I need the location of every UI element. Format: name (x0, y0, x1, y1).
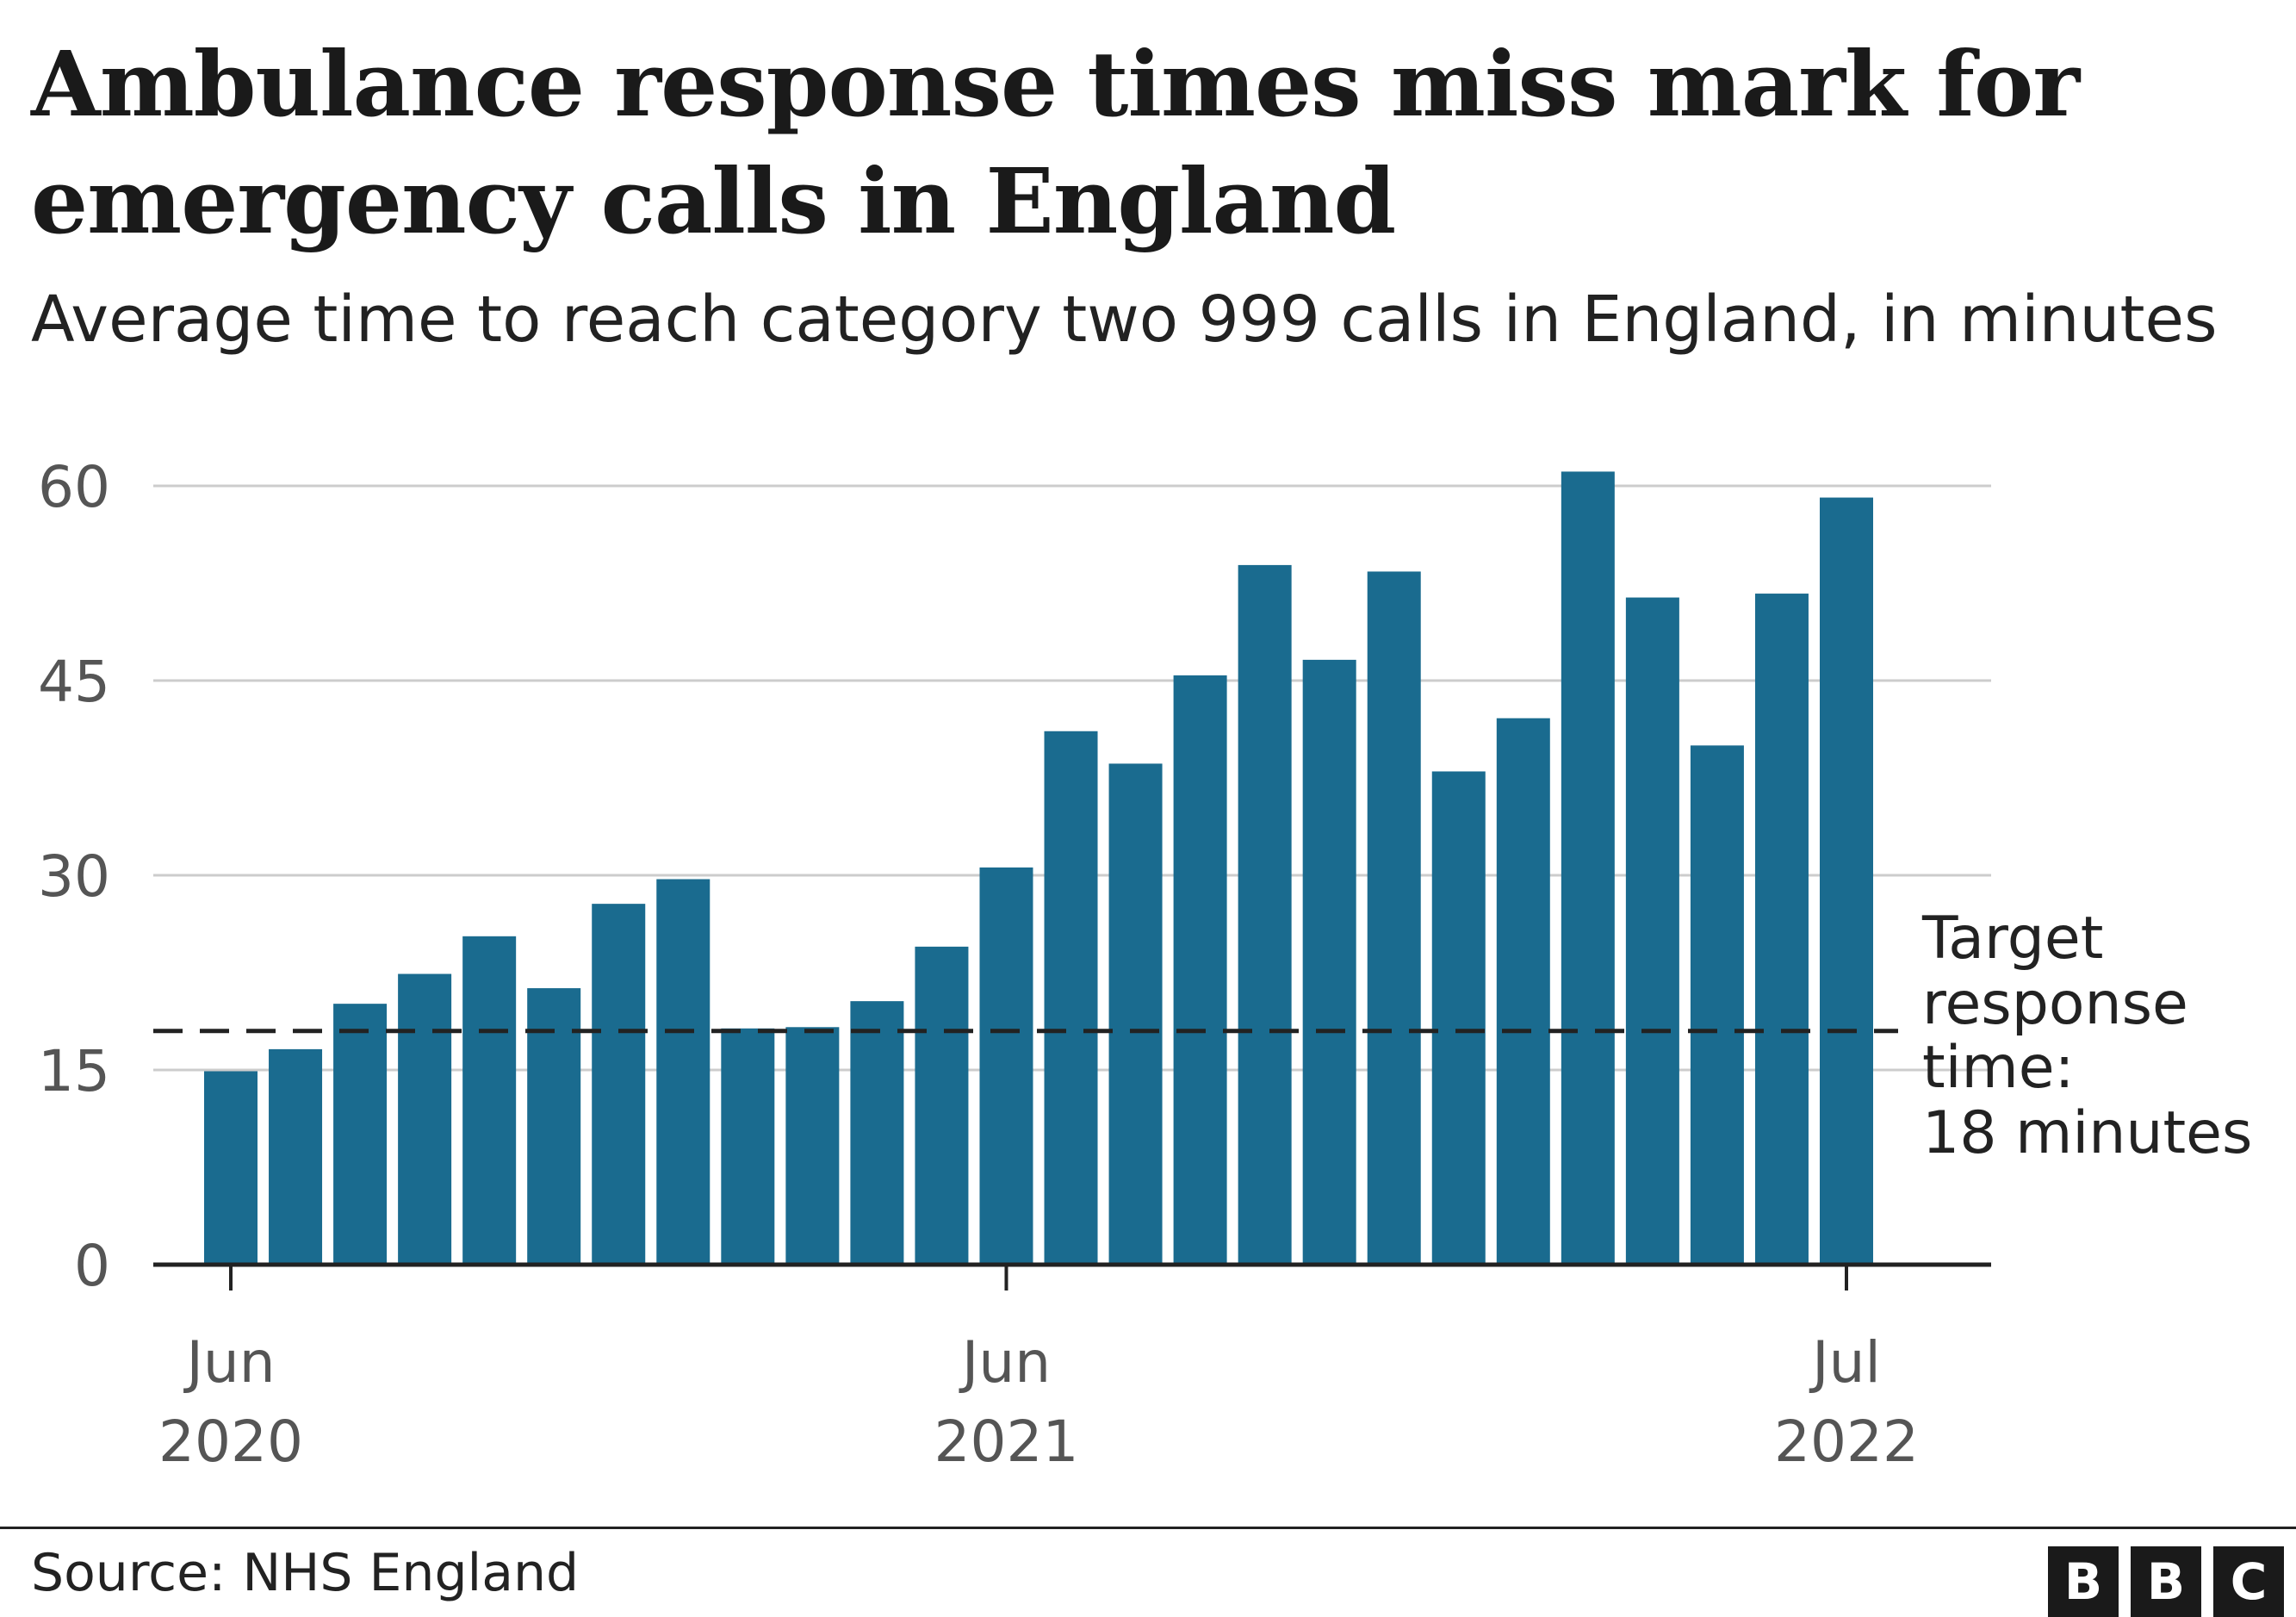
x-tick-year-2021-06: 2021 (934, 1409, 1078, 1475)
bar-2021-10 (1238, 564, 1292, 1265)
source-note: Source: NHS England (31, 1543, 580, 1603)
logo-letter-b2: B (2131, 1546, 2201, 1617)
bar-2022-04 (1625, 597, 1679, 1265)
x-tick-month-2020-06: Jun (183, 1329, 275, 1396)
bar-2021-02 (721, 1028, 775, 1265)
logo-letter-c: C (2213, 1546, 2284, 1617)
chart-subtitle: Average time to reach category two 999 c… (31, 283, 2218, 357)
y-tick-label-45: 45 (38, 649, 110, 715)
bar-2020-12 (592, 904, 646, 1265)
logo-letter-b1: B (2048, 1546, 2119, 1617)
target-annotation-line-1: Target (1921, 905, 2103, 973)
bar-2021-06 (979, 867, 1033, 1265)
footer-divider (0, 1527, 2296, 1529)
bar-2022-02 (1496, 718, 1550, 1265)
bar-2022-06 (1754, 594, 1809, 1265)
y-tick-label-30: 30 (38, 843, 110, 910)
bar-chart: 0 15 30 45 60 Jun 2020 Jun 2021 Jul 2022 Targetresp… (38, 454, 2252, 1475)
bar-2020-08 (333, 1004, 388, 1265)
bar-2021-05 (915, 946, 969, 1265)
bar-2020-11 (527, 988, 581, 1265)
chart-title: Ambulance response times miss mark for e… (31, 31, 2080, 254)
target-annotation-line-2: response (1922, 970, 2188, 1038)
bar-2021-01 (656, 879, 711, 1265)
bar-2021-08 (1108, 763, 1163, 1265)
bar-2021-11 (1302, 659, 1356, 1265)
bar-2021-09 (1173, 675, 1227, 1265)
bar-2021-04 (850, 1001, 904, 1265)
bar-2022-01 (1431, 771, 1486, 1265)
bar-2022-03 (1561, 471, 1615, 1265)
bar-2021-07 (1044, 731, 1098, 1265)
bar-2021-12 (1367, 571, 1421, 1265)
bar-2020-07 (269, 1048, 323, 1265)
x-tick-year-2022-07: 2022 (1774, 1409, 1919, 1475)
bar-2020-10 (462, 936, 517, 1265)
bar-2020-09 (398, 973, 452, 1265)
y-tick-label-60: 60 (38, 454, 110, 520)
target-annotation-line-4: 18 minutes (1922, 1099, 2252, 1167)
bbc-logo: B B C (2048, 1546, 2284, 1617)
bar-2020-06 (204, 1071, 258, 1265)
y-tick-label-0: 0 (74, 1233, 110, 1299)
x-tick-month-2022-07: Jul (1809, 1329, 1881, 1396)
bar-2022-05 (1690, 745, 1744, 1265)
x-tick-month-2021-06: Jun (959, 1329, 1051, 1396)
bar-2022-07 (1820, 497, 1873, 1265)
y-tick-label-15: 15 (38, 1038, 110, 1104)
bar-2021-03 (785, 1027, 840, 1265)
x-tick-year-2020-06: 2020 (158, 1409, 303, 1475)
target-annotation-line-3: time: (1922, 1034, 2075, 1102)
